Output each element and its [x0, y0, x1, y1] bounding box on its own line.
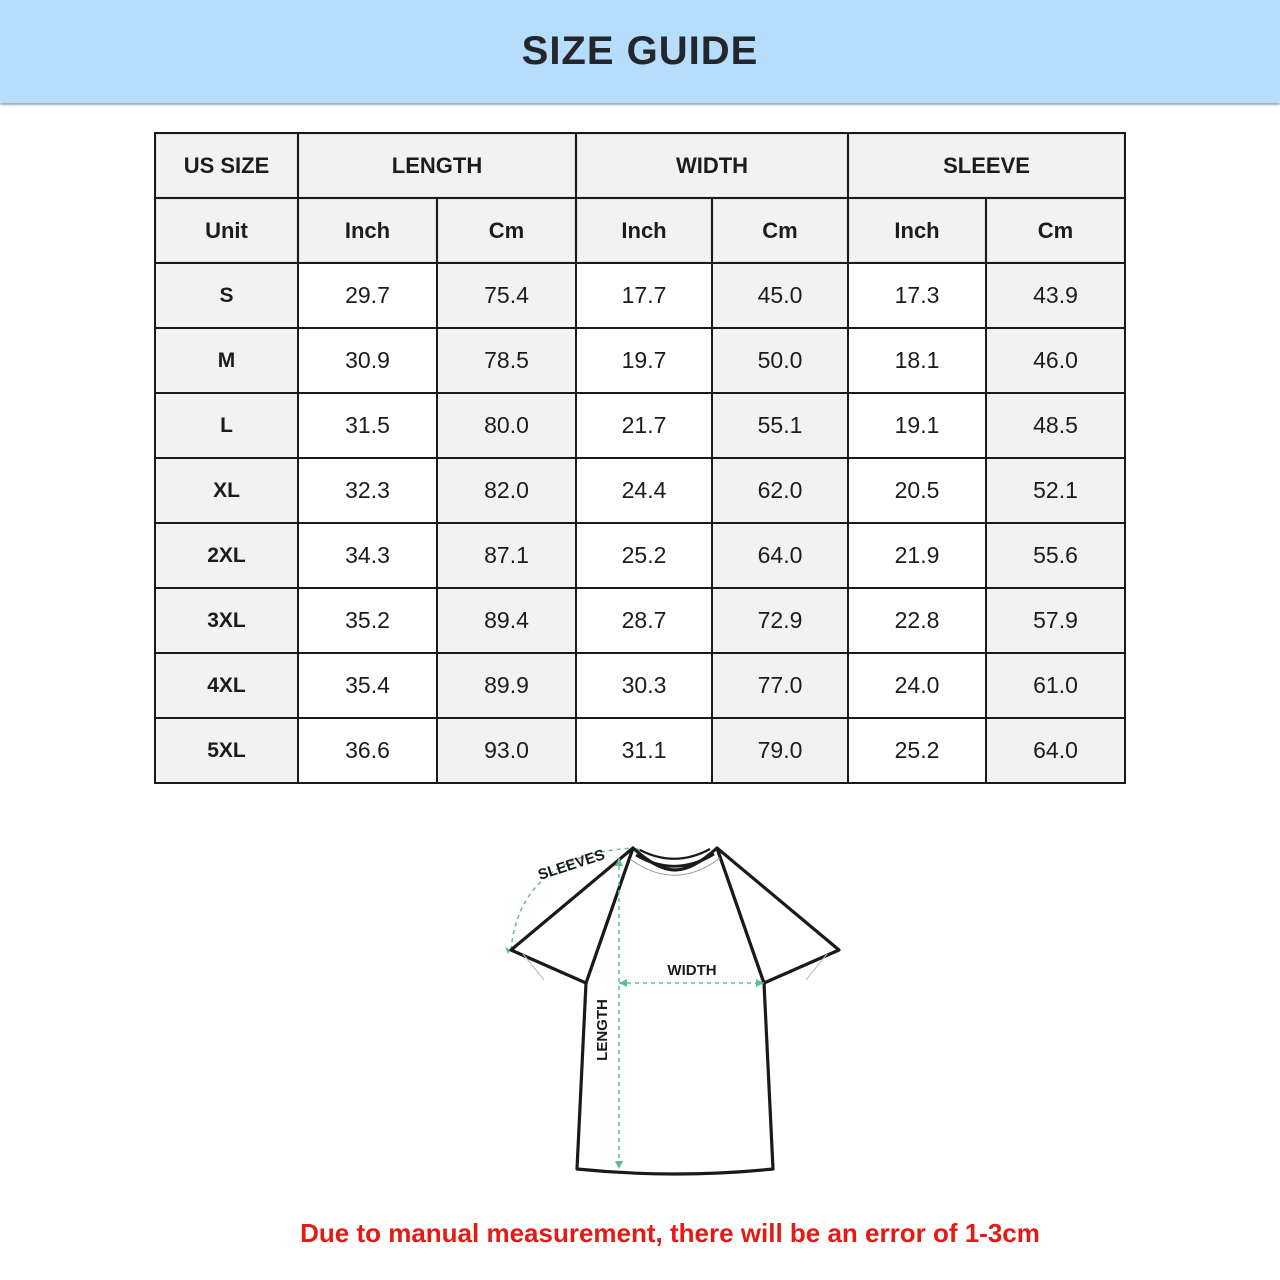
svg-text:WIDTH: WIDTH — [667, 962, 716, 979]
svg-text:LENGTH: LENGTH — [594, 999, 611, 1061]
